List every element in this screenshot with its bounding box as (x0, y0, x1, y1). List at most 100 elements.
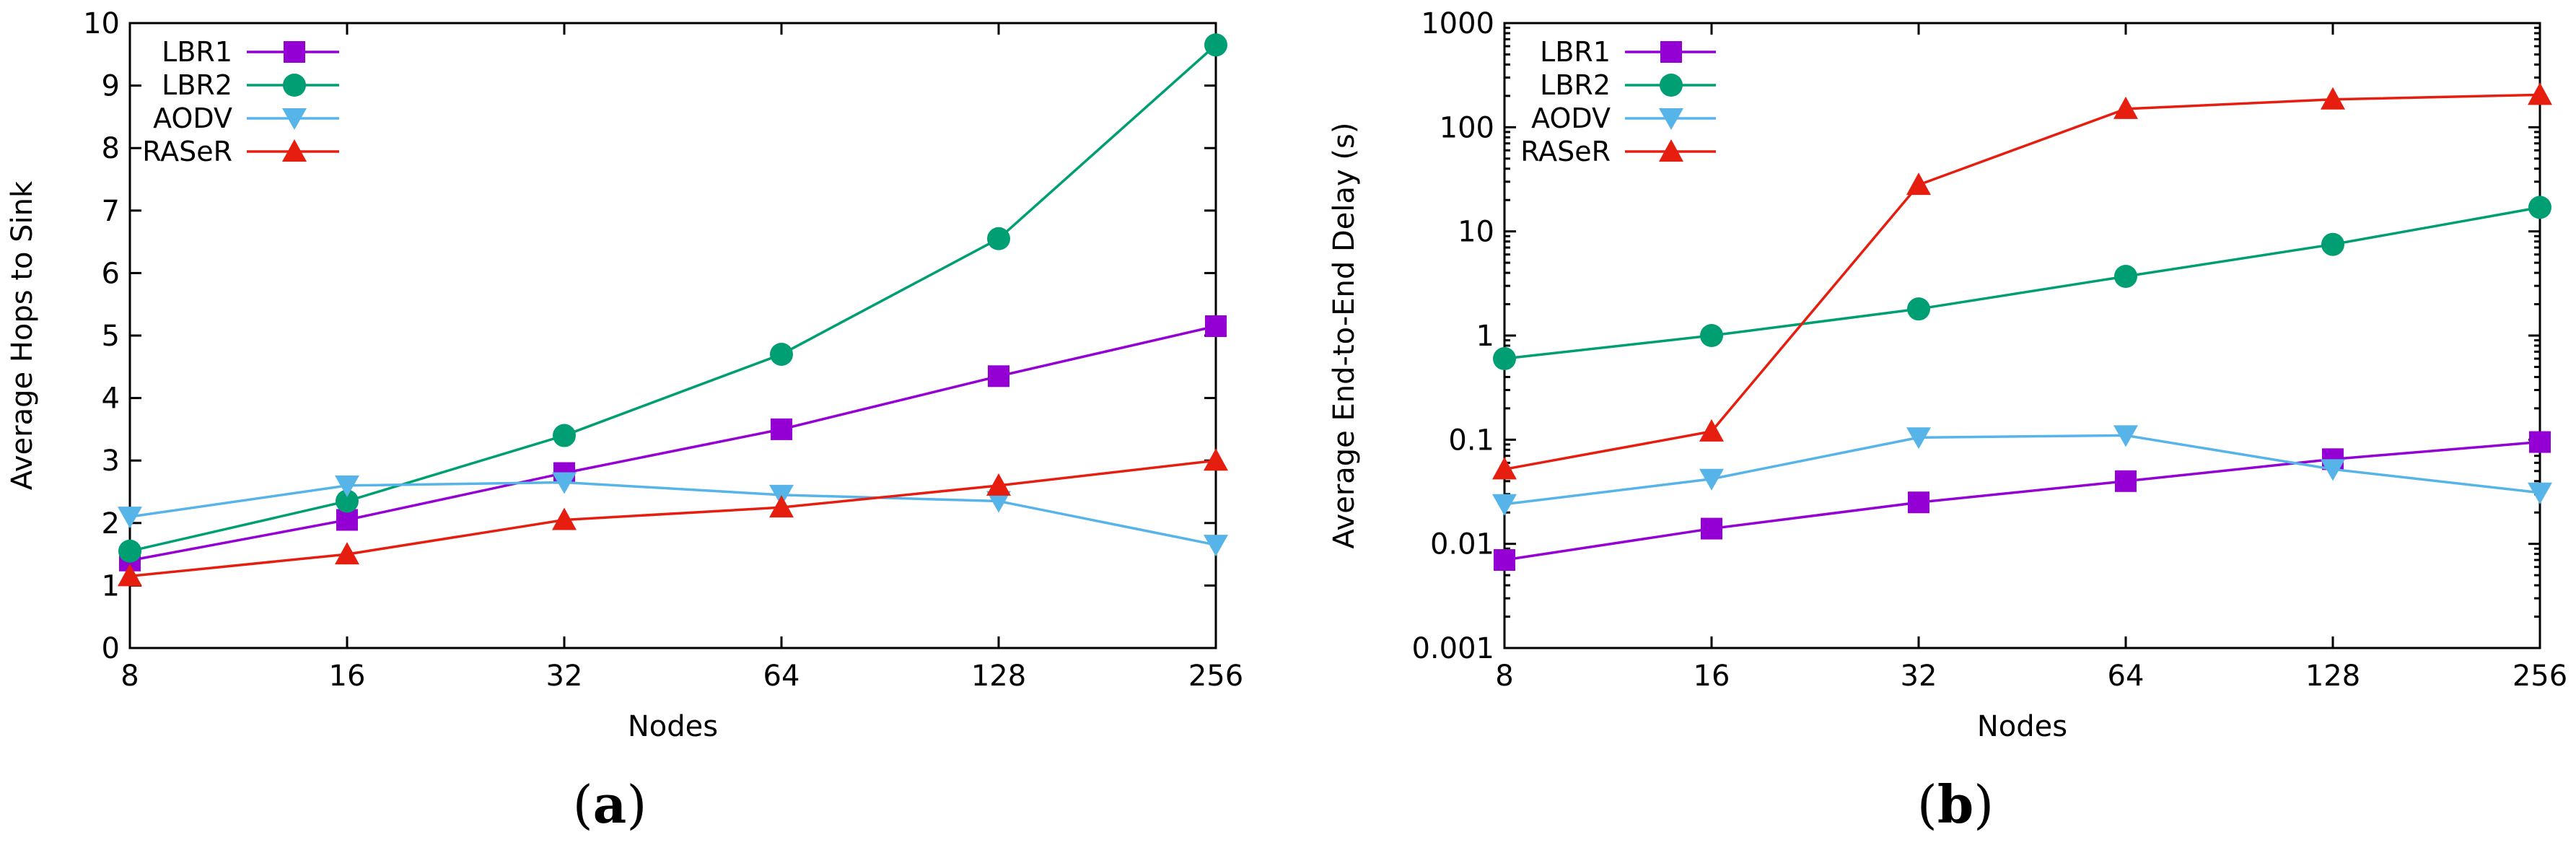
panel-b-point-aodv (1699, 468, 1724, 491)
panel-b-legend-label-lbr2: LBR2 (1540, 69, 1611, 101)
panel-a-legend-marker-raser (282, 139, 307, 162)
panel-b-ytick-label: 0.001 (1411, 632, 1494, 665)
panel-b-xtick-label: 32 (1901, 660, 1937, 693)
panel-a-legend-marker-aodv (282, 108, 307, 130)
panel-b-legend-label-raser: RASeR (1520, 136, 1611, 167)
panel-b-legend-marker-aodv (1659, 108, 1683, 130)
panel-b-point-raser (1906, 172, 1931, 196)
panel-b-legend-marker-lbr1 (1660, 41, 1682, 63)
panel-a-point-raser (1204, 448, 1228, 471)
panel-b-point-raser (1699, 419, 1724, 442)
panel-a-point-aodv (335, 475, 359, 497)
panel-a-point-lbr2 (1204, 33, 1227, 57)
panel-a-ytick-label: 2 (102, 507, 120, 540)
panel-a-ytick-label: 7 (102, 195, 120, 228)
panel-a-legend-label-lbr1: LBR1 (162, 36, 232, 68)
panel-b-point-lbr2 (2321, 232, 2344, 256)
panel-a-legend-marker-lbr2 (283, 74, 306, 97)
panel-a-point-raser (552, 507, 577, 530)
panel-a-ytick-label: 6 (102, 257, 120, 290)
panel-b-legend-label-aodv: AODV (1531, 102, 1611, 134)
panel-b-ytick-label: 0.01 (1430, 528, 1494, 561)
panel-b-ytick-label: 1000 (1421, 7, 1494, 40)
panel-a-point-lbr2 (118, 539, 141, 563)
panel-b-point-raser (2528, 82, 2552, 105)
panel-b-ytick-label: 10 (1458, 216, 1494, 249)
caption-a: (a) (573, 774, 647, 835)
panel-a-point-lbr2 (553, 424, 576, 447)
panel-b-point-aodv (2321, 459, 2345, 481)
panel-a-point-lbr1 (988, 365, 1009, 388)
panel-b-point-raser (2113, 96, 2138, 119)
panel-a-point-lbr2 (336, 489, 359, 513)
panel-b-legend-marker-lbr2 (1660, 74, 1683, 97)
panel-a-legend-marker-lbr1 (284, 41, 305, 63)
caption-a-letter: a (593, 774, 627, 835)
panel-b-point-lbr2 (1700, 324, 1723, 347)
panel-b-point-aodv (1492, 494, 1517, 516)
panel-a-point-aodv (986, 491, 1011, 513)
panel-b-y-axis-title: Average End-to-End Delay (s) (1328, 123, 1361, 549)
panel-a-point-raser (986, 473, 1011, 496)
panel-a-point-lbr1 (1205, 315, 1227, 338)
panel-a-point-raser (118, 564, 142, 587)
panel-a-xtick-label: 64 (763, 660, 800, 693)
panel-a-xtick-label: 8 (121, 660, 139, 693)
panel-b-point-aodv (2528, 482, 2552, 504)
panel-a-xtick-label: 16 (329, 660, 366, 693)
panel-b-point-raser (1492, 457, 1517, 480)
panel-b-series-line-aodv (1504, 434, 2541, 506)
panel-b-point-lbr1 (2529, 431, 2551, 453)
panel-b-series-line-lbr2 (1504, 206, 2541, 360)
panel-a-xtick-label: 256 (1188, 660, 1243, 693)
panel-b-point-lbr2 (2114, 264, 2137, 288)
panel-b-chart: 0.001 0.01 0.1 1 10 100 1000 8 16 32 64 128 256 Nodes… (1328, 7, 2567, 743)
panel-a-point-lbr1 (771, 418, 792, 440)
panel-b-point-lbr2 (1907, 297, 1930, 321)
panel-a-series-line-lbr2 (129, 44, 1217, 553)
panel-b-ytick-label: 1 (1476, 320, 1494, 353)
panel-b-point-lbr2 (1493, 347, 1516, 371)
panel-b-xtick-label: 8 (1495, 660, 1513, 693)
panel-b-xtick-label: 64 (2108, 660, 2145, 693)
panel-b-series-line-raser (1504, 93, 2541, 471)
panel-a-point-aodv (1204, 535, 1228, 557)
panel-a-ytick-label: 9 (102, 70, 120, 103)
panel-b-x-axis-title: Nodes (1977, 710, 2067, 743)
panel-a-legend-label-aodv: AODV (153, 102, 232, 134)
panel-a-xtick-label: 128 (971, 660, 1026, 693)
panel-b-xtick-label: 256 (2513, 660, 2567, 693)
panel-b-ytick-label: 100 (1440, 111, 1494, 144)
panel-a-ytick-label: 3 (102, 445, 120, 478)
panel-b-xtick-label: 16 (1694, 660, 1730, 693)
panel-a-ytick-label: 0 (102, 632, 120, 665)
panel-b-plot-frame (1503, 22, 2541, 649)
panel-b-point-aodv (1906, 427, 1931, 450)
panel-b-ytick-label: 0.1 (1448, 424, 1494, 457)
panel-a-point-raser (769, 495, 794, 518)
panel-a-x-axis-title: Nodes (628, 710, 718, 743)
panel-a-series-line-raser (129, 459, 1217, 578)
panel-b-point-aodv (2113, 425, 2138, 447)
panel-b-legend-marker-raser (1659, 139, 1683, 162)
panel-b-point-lbr1 (2115, 470, 2137, 492)
caption-b: (b) (1917, 774, 1994, 835)
panel-b-xtick-label: 128 (2305, 660, 2360, 693)
panel-a-xtick-label: 32 (546, 660, 583, 693)
panel-b-point-lbr2 (2528, 196, 2551, 219)
panel-a-series-line-lbr1 (129, 325, 1217, 562)
caption-b-letter: b (1937, 774, 1973, 835)
panel-a-legend-label-raser: RASeR (142, 136, 232, 167)
panel-a-point-lbr2 (987, 227, 1010, 250)
panel-a-chart: 0 1 2 3 4 5 6 7 8 9 10 8 16 32 64 128 256 Nodes Average Ho… (6, 7, 1243, 743)
panel-a-ytick-label: 1 (102, 569, 120, 603)
panel-a-point-aodv (552, 472, 577, 494)
panel-a-ytick-label: 5 (102, 320, 120, 353)
panel-a-series-line-aodv (129, 481, 1217, 546)
panel-b-point-lbr1 (1494, 549, 1515, 572)
panel-a-legend-label-lbr2: LBR2 (162, 69, 232, 101)
panel-b-point-lbr1 (1701, 517, 1722, 540)
panel-a-ytick-label: 8 (102, 132, 120, 165)
panel-b-point-lbr1 (1908, 491, 1929, 514)
